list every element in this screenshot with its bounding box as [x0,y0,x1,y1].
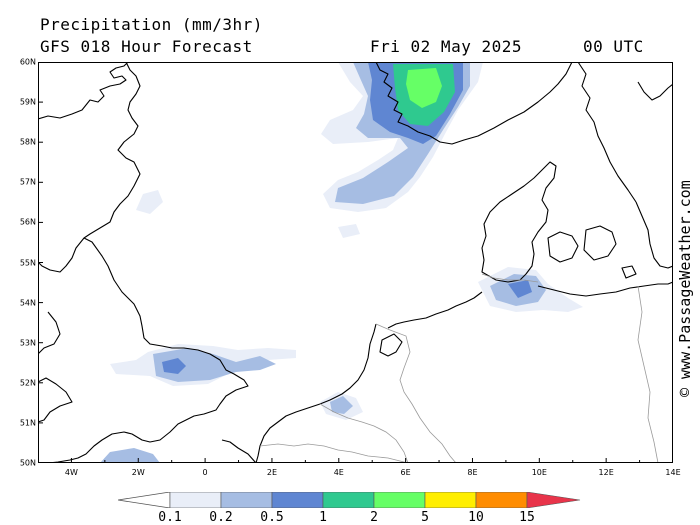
legend-swatch [373,492,426,508]
legend-swatch [424,492,477,508]
precipitation-map [38,62,673,463]
credit-watermark: © www.PassageWeather.com [676,180,694,397]
lat-label: 51N [19,418,36,428]
lon-label: 12E [598,468,614,477]
precip-patch-north-sea-mid [338,224,360,238]
map-canvas [38,62,673,463]
legend-colorbar [118,492,581,508]
axis-ticks [38,62,673,463]
lat-label: 57N [19,177,36,187]
lat-label: 55N [19,258,36,267]
precip-area-germany-heavy [508,280,532,298]
lat-label: 53N [19,338,36,348]
coastline-wales [38,311,73,423]
lat-label: 60N [19,57,36,67]
coastline-sweden [635,81,673,269]
forecast-run: GFS 018 Hour Forecast [40,37,253,56]
legend-label: 5 [421,510,429,525]
border-belgium [319,403,409,463]
country-borders [259,273,659,463]
coastline-denmark-islands [547,225,637,279]
legend-swatch [271,492,324,508]
lon-label: 2W [131,468,145,477]
legend-swatch [169,492,222,508]
coastline-great-britain [38,62,249,463]
lon-label: 10E [531,468,547,477]
coastline-norway [375,62,573,145]
legend-label: 10 [468,510,484,525]
valid-time: 00 UTC [583,37,644,56]
legend-label: 0.2 [209,510,233,525]
precipitation-layer [100,62,583,463]
coastline-norway-east [577,62,637,203]
border-france [259,443,409,463]
lon-label: 4W [64,468,78,477]
border-netherlands-germany [375,323,457,463]
valid-date: Fri 02 May 2025 [370,37,522,56]
legend-swatch [220,492,273,508]
map-title: Precipitation (mm/3hr) [40,15,263,34]
lat-label: 52N [19,378,36,388]
coastline-germany-north [387,281,673,329]
legend-label: 15 [519,510,535,525]
border-germany-east [637,285,659,463]
legend-low-end [118,492,171,508]
coastline-ijsselmeer [379,333,403,357]
border-germany-denmark [481,273,539,283]
lon-label: 4E [333,468,344,477]
coastline-france [221,439,257,463]
precip-area-belgium-mid [330,396,353,414]
lat-label: 50N [19,458,36,468]
lat-label: 59N [19,97,36,107]
lon-label: 2E [266,468,278,477]
precip-area-south-coast [100,448,160,463]
legend-label: 2 [370,510,378,525]
lon-label: 8E [467,468,478,477]
legend-swatch [322,492,375,508]
legend-label: 0.1 [158,510,182,525]
legend-high-end [526,492,581,508]
coastline-denmark-jutland [481,161,557,283]
lat-label: 58N [19,137,36,147]
precip-area-england-mid [153,348,276,382]
precip-area-norway-max [406,68,442,108]
coastlines [38,62,673,463]
legend-label: 1 [319,510,327,525]
lat-label: 56N [19,217,36,227]
precip-area-england-heavy [162,358,186,374]
lon-label: 0 [202,468,208,477]
lat-label: 54N [19,298,36,308]
legend-label: 0.5 [260,510,284,525]
precip-patch-north-sea-west [136,190,163,214]
lon-label: 14E [665,468,681,477]
legend-swatch [475,492,528,508]
lon-label: 6E [400,468,411,477]
